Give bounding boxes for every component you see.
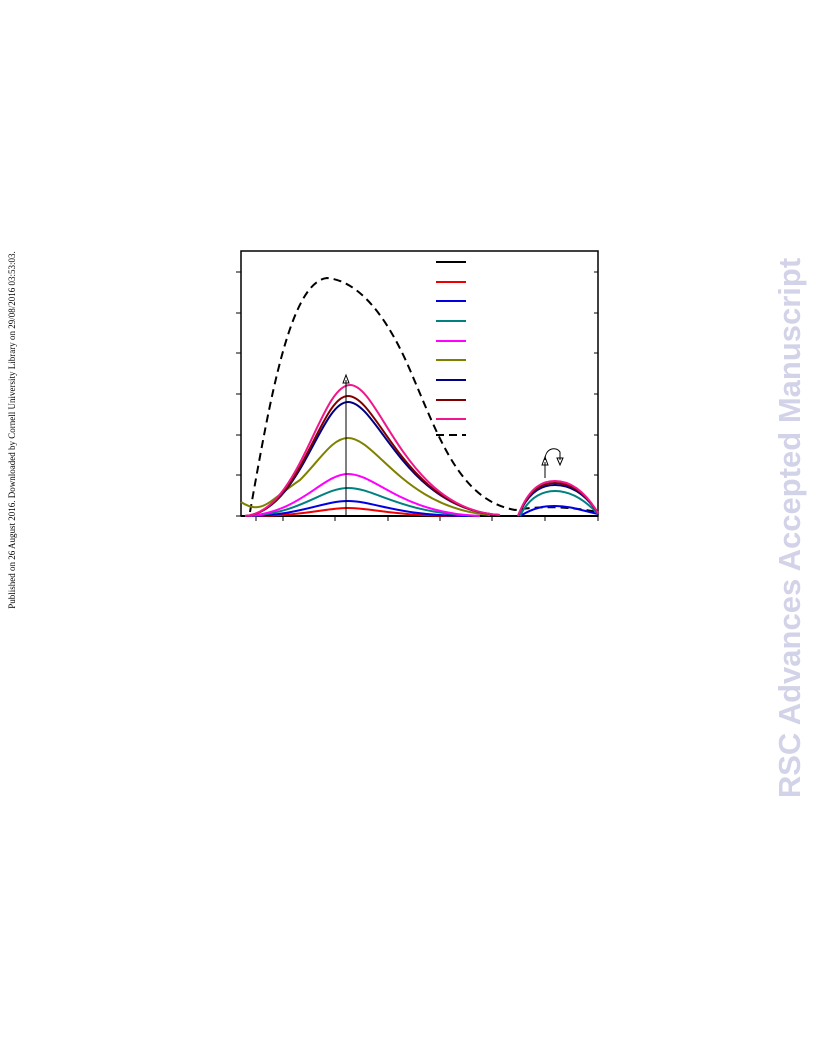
- arrows: [342, 373, 564, 516]
- curves: [240, 276, 599, 517]
- legend-lines: [436, 261, 466, 436]
